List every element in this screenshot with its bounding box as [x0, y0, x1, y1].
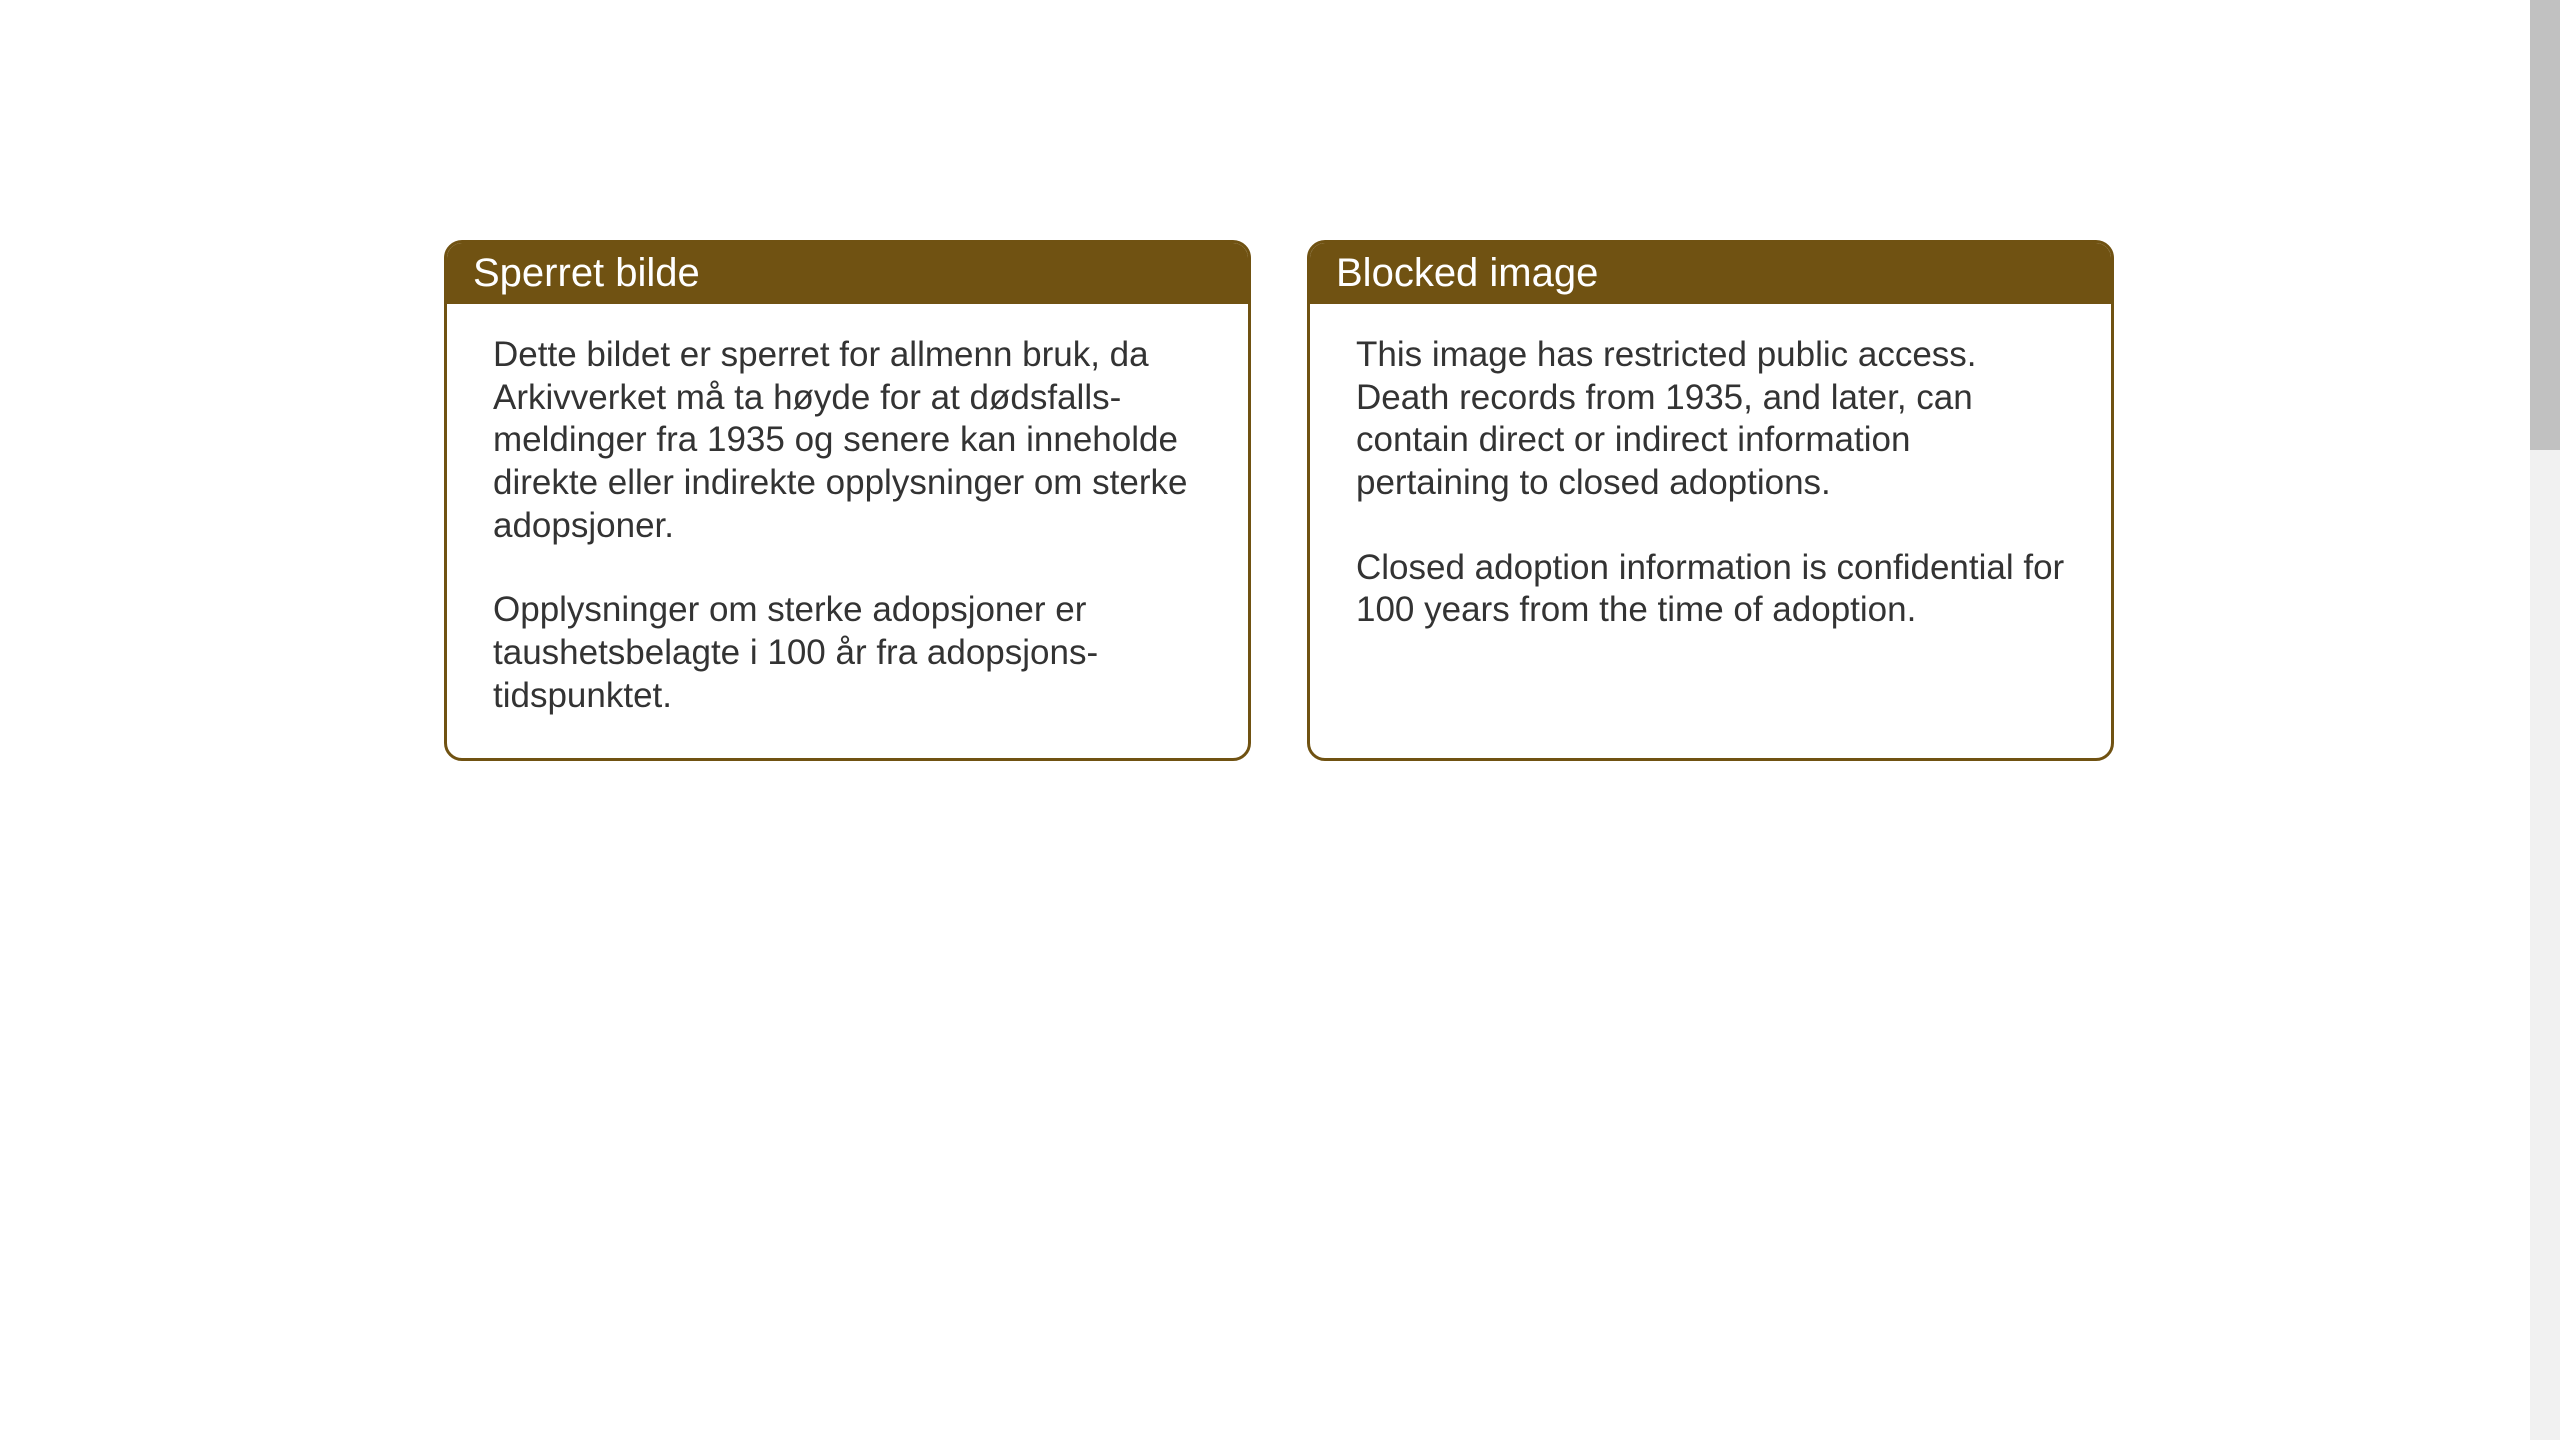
notice-card-english: Blocked image This image has restricted …: [1307, 240, 2114, 761]
card-body-english: This image has restricted public access.…: [1310, 304, 2111, 672]
scrollbar-track[interactable]: [2530, 0, 2560, 1440]
paragraph-2-norwegian: Opplysninger om sterke adopsjoner er tau…: [493, 589, 1202, 717]
card-title-norwegian: Sperret bilde: [473, 251, 700, 295]
notice-card-norwegian: Sperret bilde Dette bildet er sperret fo…: [444, 240, 1251, 761]
notice-container: Sperret bilde Dette bildet er sperret fo…: [444, 240, 2114, 761]
paragraph-1-norwegian: Dette bildet er sperret for allmenn bruk…: [493, 334, 1202, 547]
scrollbar-thumb[interactable]: [2530, 0, 2560, 450]
card-header-english: Blocked image: [1310, 243, 2111, 304]
paragraph-2-english: Closed adoption information is confident…: [1356, 547, 2065, 632]
card-title-english: Blocked image: [1336, 251, 1598, 295]
card-header-norwegian: Sperret bilde: [447, 243, 1248, 304]
card-body-norwegian: Dette bildet er sperret for allmenn bruk…: [447, 304, 1248, 758]
paragraph-1-english: This image has restricted public access.…: [1356, 334, 2065, 505]
